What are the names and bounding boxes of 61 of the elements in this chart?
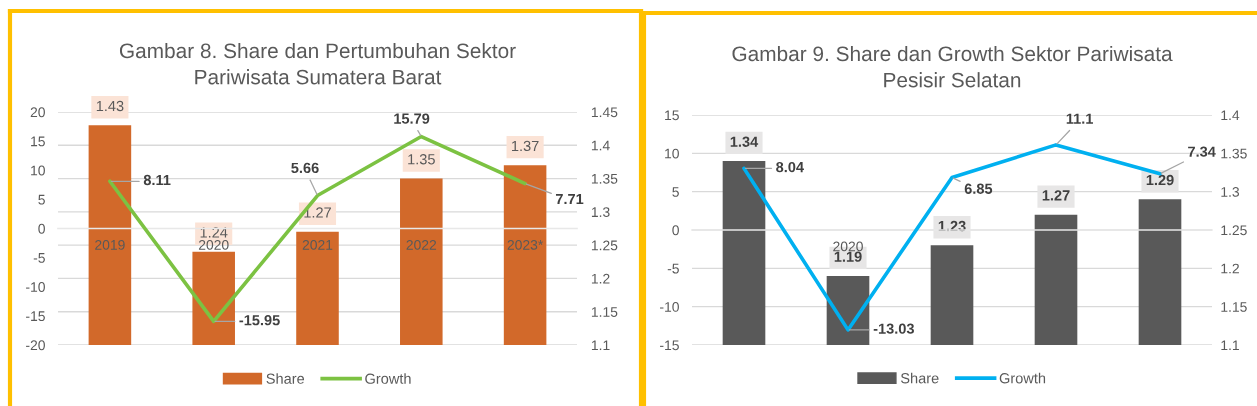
x-tick-label: 2023*: [507, 239, 544, 250]
y-tick-label: 10: [665, 148, 679, 159]
data-label: -13.03: [873, 323, 914, 334]
legend-label: Share: [900, 372, 939, 384]
y2-tick-label: 1.2: [1221, 263, 1239, 274]
data-label: 1.34: [730, 136, 759, 147]
y2-tick-label: 1.15: [591, 307, 618, 317]
y-tick-label: -20: [26, 340, 45, 351]
x-tick-label: 2020: [833, 241, 863, 252]
y2-tick-label: 1.3: [591, 207, 610, 218]
y-tick-label: -5: [33, 253, 45, 263]
y-tick-label: -5: [667, 263, 679, 274]
data-label: 5.66: [291, 162, 319, 174]
chart-title: Gambar 8. Share dan Pertumbuhan Sektor Pariwisata Sumatera Barat: [119, 42, 516, 85]
data-label: 15.79: [394, 113, 430, 124]
y2-tick-label: 1.1: [591, 340, 610, 351]
y-tick-label: 20: [30, 107, 45, 118]
data-label: -15.95: [239, 315, 280, 326]
legend-label: Growth: [365, 373, 411, 384]
y-tick-label: -10: [660, 302, 679, 312]
y-tick-label: 15: [31, 136, 45, 147]
x-tick-label: 2020: [198, 239, 229, 250]
data-label: 8.04: [776, 161, 804, 173]
y2-tick-label: 1.3: [1221, 187, 1240, 197]
legend-label: Share: [266, 373, 305, 384]
y2-tick-label: 1.4: [1221, 110, 1240, 121]
legend-label: Growth: [999, 372, 1046, 384]
data-label: 1.35: [408, 154, 435, 165]
y2-tick-label: 1.1: [1221, 340, 1239, 351]
y-tick-label: -10: [26, 282, 45, 292]
data-label: 1.37: [512, 140, 539, 152]
y2-tick-label: 1.35: [1221, 148, 1247, 159]
y2-tick-label: 1.45: [591, 107, 618, 118]
y-tick-label: 15: [665, 110, 679, 121]
y-tick-label: 0: [672, 225, 679, 236]
y2-tick-label: 1.2: [591, 273, 610, 284]
data-label: 1.43: [96, 100, 124, 112]
y-tick-label: 5: [38, 194, 45, 205]
y2-tick-label: 1.25: [1221, 225, 1247, 236]
y2-tick-label: 1.25: [591, 240, 618, 251]
data-label: 11.1: [1066, 113, 1093, 124]
data-label: 7.34: [1188, 146, 1216, 157]
x-tick-label: 2019: [95, 239, 125, 250]
y-tick-label: 0: [38, 223, 45, 234]
data-label: 8.11: [143, 174, 171, 186]
x-tick-label: 2022: [406, 239, 437, 250]
y2-tick-label: 1.15: [1221, 302, 1247, 312]
y-tick-label: -15: [26, 311, 45, 322]
data-label: 1.27: [1042, 190, 1070, 201]
chart-title: Gambar 9. Share dan Growth Sektor Pariwisata Pesisir Selatan: [732, 45, 1173, 88]
data-label: 1.29: [1146, 174, 1174, 186]
y-tick-label: -15: [660, 340, 679, 351]
y2-tick-label: 1.4: [591, 140, 610, 151]
data-label: 1.23: [938, 220, 966, 232]
y-tick-label: 5: [672, 187, 679, 197]
data-label: 7.71: [555, 193, 584, 205]
data-label: 1.19: [834, 251, 862, 262]
data-label: 6.85: [964, 183, 993, 194]
x-tick-label: 2021: [302, 239, 333, 250]
y2-tick-label: 1.35: [591, 173, 618, 184]
y-tick-label: 10: [31, 165, 45, 176]
